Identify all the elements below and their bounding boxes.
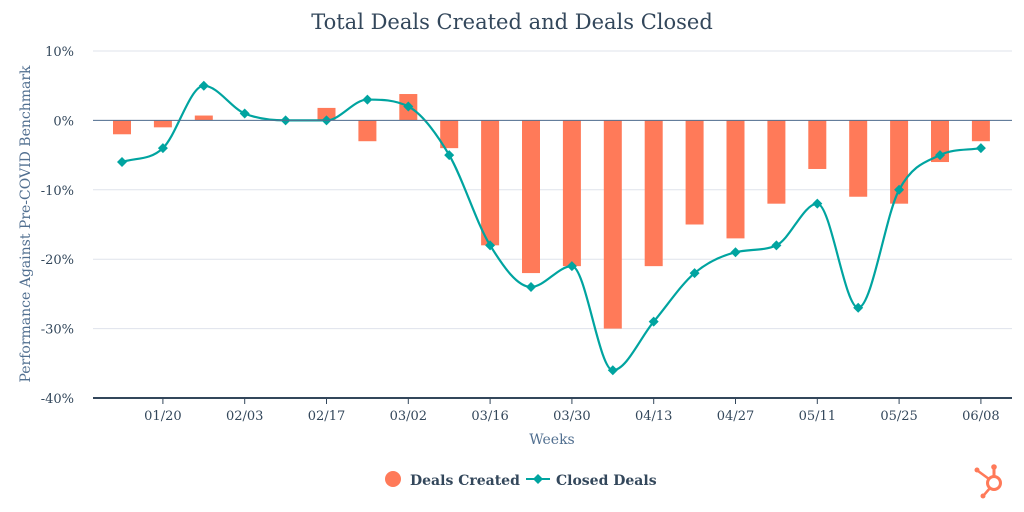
- marker-closed-deals[interactable]: [362, 94, 373, 105]
- marker-closed-deals[interactable]: [117, 157, 127, 168]
- marker-closed-deals[interactable]: [894, 184, 905, 195]
- marker-closed-deals[interactable]: [526, 281, 536, 292]
- chart-title: Total Deals Created and Deals Closed: [311, 10, 713, 34]
- y-tick-label: -20%: [41, 253, 74, 268]
- marker-closed-deals[interactable]: [198, 80, 209, 91]
- marker-closed-deals[interactable]: [444, 150, 455, 161]
- x-tick-label: 02/17: [308, 409, 345, 424]
- marker-closed-deals[interactable]: [975, 143, 986, 154]
- bar-deals-created[interactable]: [767, 120, 786, 204]
- legend[interactable]: Deals Created Closed Deals: [385, 471, 657, 489]
- gridlines: [93, 50, 1012, 330]
- bar-deals-created[interactable]: [481, 120, 500, 246]
- bar-deals-created[interactable]: [726, 120, 745, 239]
- x-tick-label: 03/30: [553, 409, 590, 424]
- marker-closed-deals[interactable]: [935, 150, 945, 161]
- bar-deals-created[interactable]: [808, 120, 827, 169]
- x-tick-label: 04/27: [717, 409, 754, 424]
- legend-item-closed-deals[interactable]: Closed Deals: [526, 473, 657, 489]
- marker-closed-deals[interactable]: [566, 261, 577, 272]
- y-tick-label: 0%: [53, 114, 74, 129]
- marker-closed-deals[interactable]: [403, 101, 414, 112]
- legend-label-closed-deals: Closed Deals: [556, 473, 657, 489]
- x-tick-label: 05/11: [799, 409, 836, 424]
- y-axis-ticks: 10% 0% -10% -20% -30% -40%: [41, 45, 74, 407]
- bar-deals-created[interactable]: [153, 120, 172, 128]
- hubspot-logo-icon: [974, 464, 1002, 499]
- legend-swatch-marker-closed-deals: [533, 474, 543, 484]
- marker-closed-deals[interactable]: [607, 365, 618, 376]
- y-tick-label: 10%: [45, 45, 74, 60]
- marker-closed-deals[interactable]: [157, 143, 168, 154]
- deals-created-bars: [113, 94, 990, 329]
- y-tick-label: -10%: [41, 184, 74, 199]
- bar-deals-created[interactable]: [358, 120, 377, 142]
- marker-closed-deals[interactable]: [812, 198, 823, 209]
- bar-deals-created[interactable]: [685, 120, 704, 225]
- marker-closed-deals[interactable]: [771, 240, 782, 251]
- bar-deals-created[interactable]: [971, 120, 990, 142]
- bar-deals-created[interactable]: [440, 120, 459, 149]
- bar-deals-created[interactable]: [562, 120, 581, 267]
- marker-closed-deals[interactable]: [648, 316, 659, 327]
- x-tick-label: 04/13: [635, 409, 672, 424]
- y-axis-label: Performance Against Pre-COVID Benchmark: [18, 65, 34, 383]
- legend-label-deals-created: Deals Created: [410, 473, 520, 489]
- marker-closed-deals[interactable]: [485, 240, 496, 251]
- marker-closed-deals[interactable]: [239, 108, 250, 119]
- y-tick-label: -40%: [41, 392, 74, 407]
- bar-deals-created[interactable]: [194, 115, 213, 121]
- x-tick-label: 03/02: [390, 409, 427, 424]
- y-tick-label: -30%: [41, 323, 74, 338]
- bar-deals-created[interactable]: [522, 120, 540, 274]
- marker-closed-deals[interactable]: [689, 268, 700, 279]
- bar-deals-created[interactable]: [317, 107, 336, 121]
- marker-closed-deals[interactable]: [853, 302, 864, 313]
- marker-closed-deals[interactable]: [730, 247, 741, 258]
- bar-deals-created[interactable]: [931, 120, 949, 163]
- bar-deals-created[interactable]: [603, 120, 622, 329]
- x-axis-label: Weeks: [529, 432, 575, 448]
- x-axis-ticks: 01/20 02/03 02/17 03/02 03/16 03/30 04/13 04/27…: [144, 398, 1000, 424]
- legend-item-deals-created[interactable]: Deals Created: [385, 471, 520, 489]
- x-tick-label: 03/16: [471, 409, 508, 424]
- x-tick-label: 05/25: [880, 409, 917, 424]
- x-tick-label: 02/03: [226, 409, 263, 424]
- legend-swatch-deals-created: [385, 471, 401, 487]
- bar-deals-created[interactable]: [113, 120, 131, 135]
- bar-deals-created[interactable]: [849, 120, 868, 197]
- x-tick-label: 01/20: [144, 409, 181, 424]
- x-tick-label: 06/08: [962, 409, 999, 424]
- bar-deals-created[interactable]: [644, 120, 663, 267]
